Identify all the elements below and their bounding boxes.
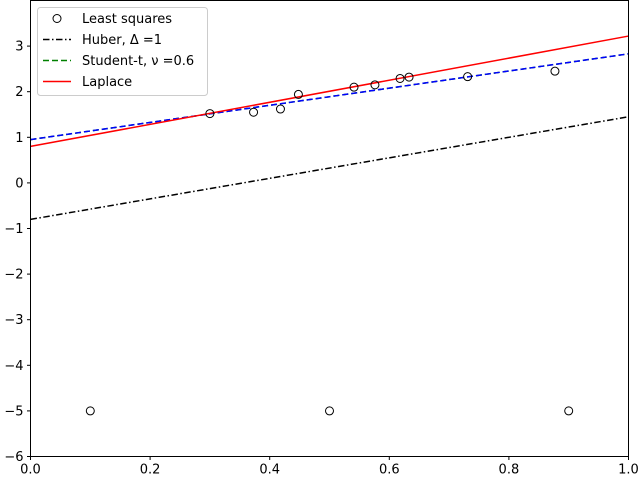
series-line-0 bbox=[30, 116, 629, 221]
data-point bbox=[275, 104, 285, 114]
x-tick-label: 0.2 bbox=[140, 463, 161, 478]
y-tick-label: −5 bbox=[4, 404, 23, 419]
x-tick-label: 0.6 bbox=[379, 463, 400, 478]
data-point bbox=[349, 82, 359, 92]
y-tick-label: 3 bbox=[15, 40, 23, 55]
data-point bbox=[85, 406, 95, 416]
legend-label: Laplace bbox=[82, 75, 132, 90]
axes: 0.0 0.2 0.4 0.6 0.8 1.0 −6 −5 −4 −3 −2 −1 0 1 2 3 bbox=[4, 40, 639, 478]
legend-box bbox=[37, 7, 208, 96]
y-tick-label: −6 bbox=[4, 450, 23, 465]
data-point bbox=[550, 66, 560, 76]
y-tick-label: −3 bbox=[4, 313, 23, 328]
data-point bbox=[205, 109, 215, 119]
data-point bbox=[404, 72, 414, 82]
legend-label: Least squares bbox=[82, 12, 172, 27]
series-line-2 bbox=[30, 53, 629, 141]
y-tick-label: −1 bbox=[4, 222, 23, 237]
x-tick-label: 0.0 bbox=[20, 463, 41, 478]
data-point bbox=[463, 72, 473, 82]
data-point bbox=[293, 89, 303, 99]
y-tick-label: −4 bbox=[4, 359, 23, 374]
y-tick-label: 2 bbox=[15, 85, 23, 100]
legend-label: Huber, Δ =1 bbox=[82, 33, 162, 48]
data-point bbox=[395, 73, 405, 83]
x-tick-label: 1.0 bbox=[618, 463, 639, 478]
data-point bbox=[325, 406, 334, 416]
data-point bbox=[370, 80, 380, 90]
series-line-3 bbox=[30, 35, 629, 148]
x-tick-label: 0.4 bbox=[259, 463, 280, 478]
legend-label: Student-t, ν =0.6 bbox=[82, 54, 194, 69]
y-tick-label: 1 bbox=[15, 131, 23, 146]
data-point bbox=[564, 406, 574, 416]
y-tick-label: 0 bbox=[15, 176, 23, 191]
legend: Least squares Huber, Δ =1 Student-t, ν =0.… bbox=[37, 7, 208, 96]
plot-area bbox=[30, 35, 629, 416]
legend-marker bbox=[52, 14, 62, 23]
data-point bbox=[249, 107, 259, 117]
y-tick-label: −2 bbox=[4, 268, 23, 283]
x-tick-label: 0.8 bbox=[499, 463, 520, 478]
